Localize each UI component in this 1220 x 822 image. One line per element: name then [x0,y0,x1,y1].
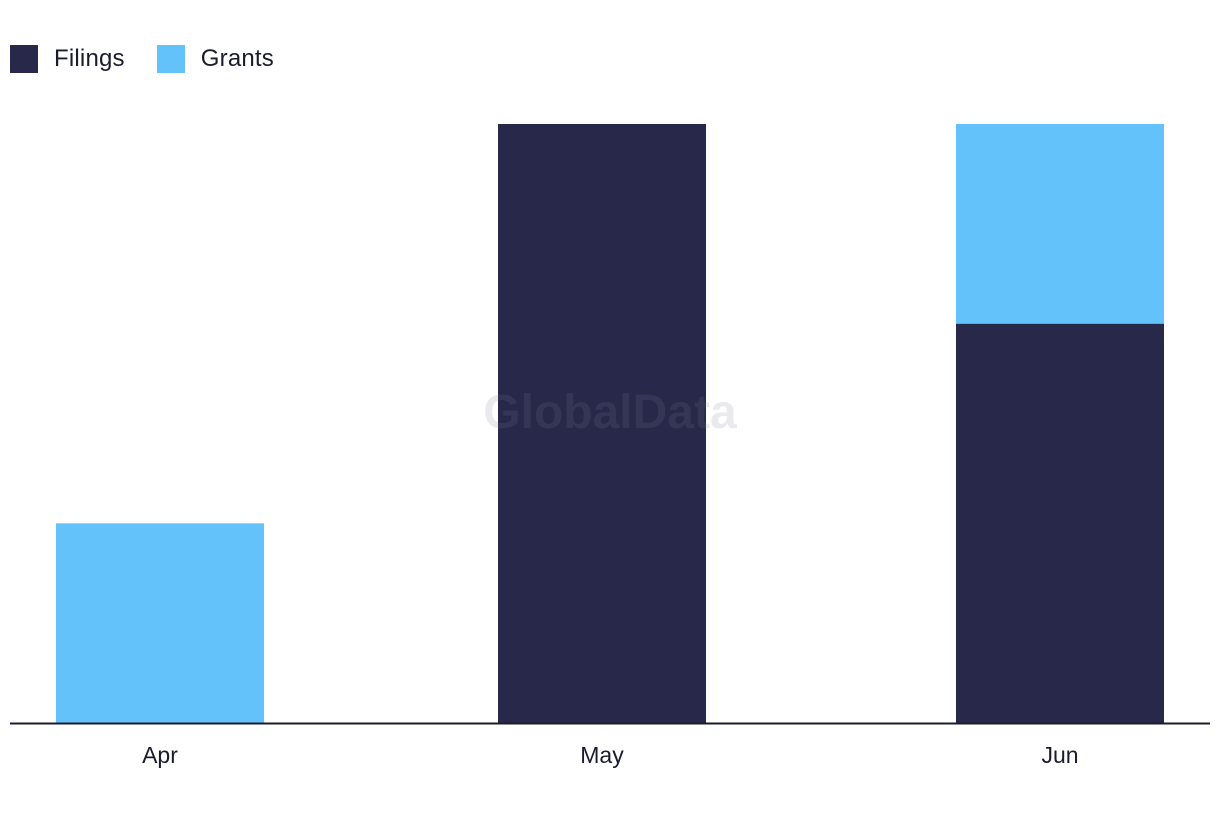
bar-grants-jun [956,124,1164,324]
legend-label-grants: Grants [200,45,274,72]
bar-filings-jun [956,323,1164,723]
x-tick-label-may: May [580,742,624,768]
legend-label-filings: Filings [54,45,125,72]
x-tick-label-jun: Jun [1041,742,1078,768]
x-tick-label-apr: Apr [142,742,178,768]
watermark: GlobalData [483,386,737,439]
bar-grants-apr [56,523,264,723]
bar-filings-may [498,124,706,723]
legend-item-grants: Grants [156,45,274,73]
bars-group [56,124,1164,723]
legend-item-filings: Filings [10,45,125,73]
legend: Filings Grants [10,44,306,74]
x-tick-labels: Apr May Jun [142,742,1078,768]
legend-swatch-grants [156,45,185,73]
legend-swatch-filings [10,45,38,73]
